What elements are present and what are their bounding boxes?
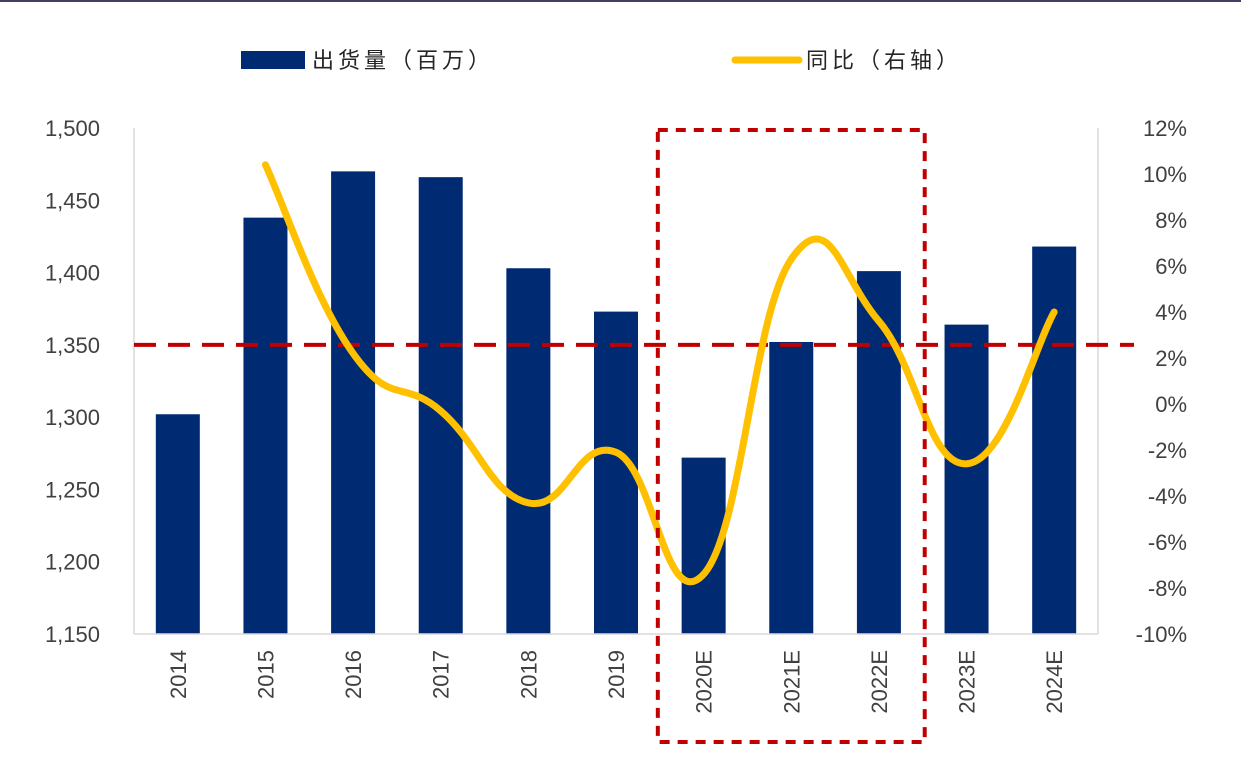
- bar-2018: [506, 268, 551, 634]
- yoy-line: [261, 161, 1058, 586]
- right-tick-label: -10%: [1136, 622, 1187, 647]
- right-axis: -10% -8% -6% -4% -2% 0% 2% 4% 6% 8% 10% 12%: [1097, 116, 1187, 647]
- x-tick-label: 2014: [166, 650, 191, 699]
- x-tick-label: 2016: [341, 650, 366, 699]
- legend-line-label: 同比（右轴）: [806, 49, 962, 74]
- right-tick-label: -2%: [1148, 438, 1187, 463]
- x-tick-label: 2017: [429, 650, 454, 699]
- legend-bar-swatch: [241, 51, 305, 69]
- x-axis: 2014 2015 2016 2017 2018 2019 2020E 2021E 2022E 2…: [134, 633, 1098, 714]
- bar-2021E: [769, 341, 814, 634]
- bar-2024E: [1032, 246, 1077, 634]
- right-tick-label: 4%: [1155, 300, 1187, 325]
- bar-2017: [418, 177, 463, 634]
- left-tick-label: 1,250: [45, 477, 100, 502]
- left-tick-label: 1,350: [45, 333, 100, 358]
- bar-2023E: [944, 324, 989, 634]
- left-tick-label: 1,150: [45, 622, 100, 647]
- bar-2015: [243, 217, 288, 635]
- bar-series: [155, 171, 1077, 635]
- highlight-box: [655, 128, 927, 744]
- x-tick-label: 2024E: [1042, 650, 1067, 714]
- left-tick-label: 1,500: [45, 116, 100, 141]
- legend: 出货量（百万） 同比（右轴）: [241, 49, 962, 74]
- right-tick-label: -4%: [1148, 484, 1187, 509]
- bar-2022E: [856, 271, 901, 634]
- right-tick-label: 12%: [1143, 116, 1187, 141]
- left-tick-label: 1,450: [45, 188, 100, 213]
- x-tick-label: 2021E: [779, 650, 804, 714]
- x-tick-label: 2015: [253, 650, 278, 699]
- right-tick-label: 6%: [1155, 254, 1187, 279]
- right-tick-label: 0%: [1155, 392, 1187, 417]
- x-tick-label: 2019: [604, 650, 629, 699]
- right-tick-label: -8%: [1148, 576, 1187, 601]
- left-axis: 1,150 1,200 1,250 1,300 1,350 1,400 1,450 1,500: [45, 116, 135, 647]
- bar-2019: [594, 311, 638, 634]
- x-tick-label: 2022E: [867, 650, 892, 714]
- bar-2016: [331, 171, 376, 634]
- x-tick-label: 2023E: [955, 650, 980, 714]
- x-tick-label: 2020E: [692, 650, 717, 714]
- right-tick-label: 8%: [1155, 208, 1187, 233]
- bar-2014: [155, 414, 200, 634]
- right-tick-label: 2%: [1155, 346, 1187, 371]
- left-tick-label: 1,400: [45, 261, 100, 286]
- legend-bar-label: 出货量（百万）: [312, 49, 494, 74]
- right-tick-label: -6%: [1148, 530, 1187, 555]
- right-tick-label: 10%: [1143, 162, 1187, 187]
- x-tick-label: 2018: [516, 650, 541, 699]
- left-tick-label: 1,200: [45, 550, 100, 575]
- left-tick-label: 1,300: [45, 405, 100, 430]
